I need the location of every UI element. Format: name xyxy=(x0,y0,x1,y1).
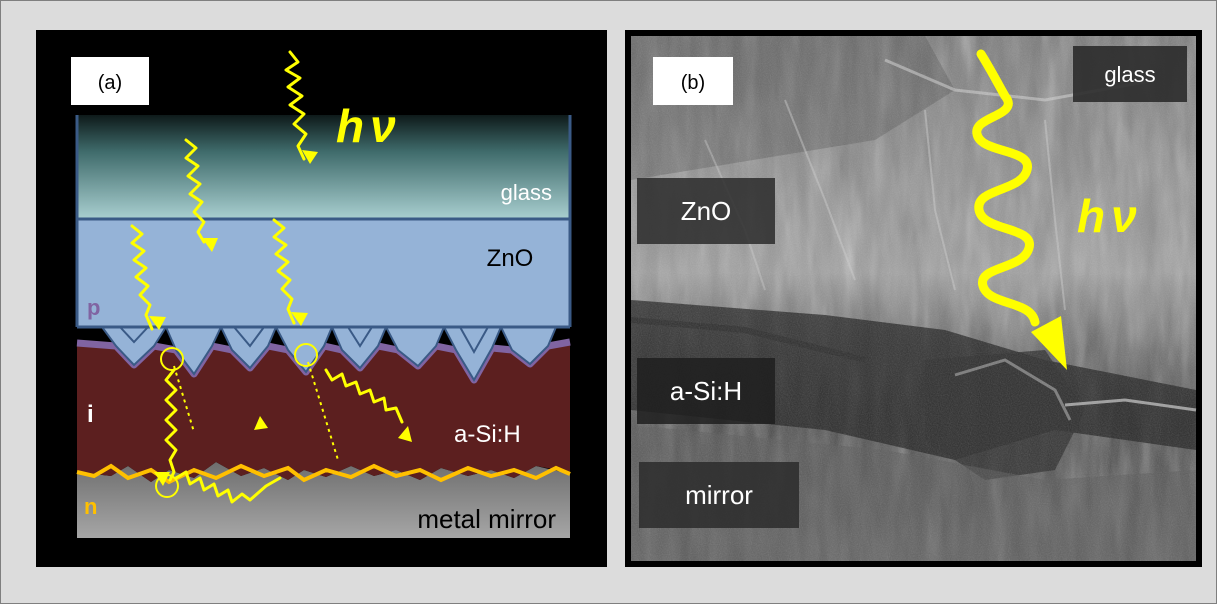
panel-a-tag-box xyxy=(71,57,149,105)
panel-b-tag-box xyxy=(653,57,733,105)
photon-arrowheads xyxy=(149,150,412,486)
glass-label-b: glass xyxy=(1104,62,1155,87)
glass-label-box xyxy=(1073,46,1187,102)
photon-arrow-glass xyxy=(184,138,206,244)
photon-arrow-zno-1 xyxy=(130,224,154,331)
photon-arrowhead-sem xyxy=(1031,316,1067,370)
panel-a-svg: (a) hν glass ZnO p i a-Si:H n metal mirr… xyxy=(71,50,572,538)
n-layer xyxy=(76,463,571,485)
mirror-label-box xyxy=(639,462,799,528)
asih-layer xyxy=(77,344,570,482)
glass-label: glass xyxy=(501,180,552,205)
panel-b-tag: (b) xyxy=(681,72,705,94)
asih-label-box xyxy=(637,358,775,424)
scatter-circle xyxy=(160,347,184,371)
zno-label: ZnO xyxy=(487,245,534,272)
zno-layer xyxy=(77,219,570,327)
mirror-label-b: mirror xyxy=(685,480,753,510)
photon-arrow-down xyxy=(164,368,178,482)
photon-arrow-sem xyxy=(972,49,1040,327)
photon-arrow-incident xyxy=(284,50,308,161)
photon-arrows xyxy=(130,50,404,504)
asih-label: a-Si:H xyxy=(454,421,521,448)
photon-arrow-scatter-right xyxy=(324,368,404,424)
scattering-paths xyxy=(173,361,339,461)
asih-label-b: a-Si:H xyxy=(670,376,742,406)
photon-arrow-zno-2 xyxy=(272,218,296,325)
scatter-circle xyxy=(294,343,318,367)
p-label: p xyxy=(87,295,100,320)
n-label: n xyxy=(84,494,97,519)
mirror-label: metal mirror xyxy=(417,504,556,534)
zno-label-box xyxy=(637,178,775,244)
zno-label-b: ZnO xyxy=(681,196,732,226)
panel-a-tag: (a) xyxy=(98,72,122,94)
photon-arrow-reflect xyxy=(174,470,282,504)
glass-layer xyxy=(77,115,570,219)
i-label: i xyxy=(87,401,94,428)
